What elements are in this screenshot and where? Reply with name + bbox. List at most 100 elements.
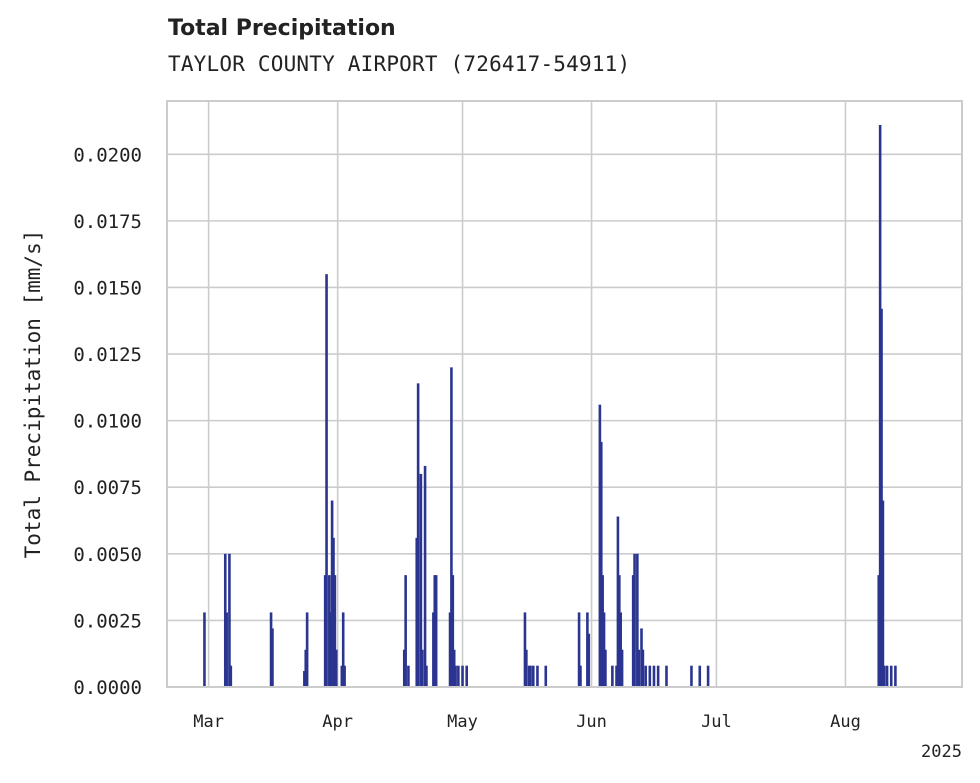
precipitation-bar xyxy=(644,665,647,687)
precipitation-bar xyxy=(531,665,535,687)
y-tick-label: 0.0150 xyxy=(73,277,142,299)
plot-frame xyxy=(166,100,963,688)
precipitation-bar xyxy=(271,628,274,687)
x-tick-label: May xyxy=(447,712,478,732)
precipitation-bar xyxy=(332,537,335,687)
precipitation-bar xyxy=(407,665,410,687)
precipitation-bar xyxy=(665,665,668,687)
precipitation-bar xyxy=(619,612,622,687)
precipitation-bar xyxy=(416,383,420,687)
precipitation-bar xyxy=(452,649,456,687)
x-tick-label: Apr xyxy=(322,712,353,732)
precipitation-bar xyxy=(586,612,589,687)
precipitation-bar xyxy=(611,665,614,687)
precipitation-bar xyxy=(525,649,528,687)
precipitation-bar xyxy=(325,274,328,687)
precipitation-bar xyxy=(620,649,624,687)
precipitation-bar xyxy=(648,665,652,687)
precipitation-bar xyxy=(599,441,603,687)
y-tick-label: 0.0050 xyxy=(73,544,142,566)
precipitation-bar xyxy=(203,612,206,687)
precipitation-bar xyxy=(577,612,581,687)
y-tick-label: 0.0100 xyxy=(73,411,142,433)
precipitation-bar xyxy=(448,612,452,687)
x-tick-label: Jun xyxy=(576,712,607,732)
precipitation-bar xyxy=(457,665,460,687)
y-tick-label: 0.0075 xyxy=(73,477,142,499)
precipitation-bar xyxy=(333,575,337,687)
precipitation-bar xyxy=(633,553,636,687)
precipitation-bar xyxy=(598,404,602,687)
precipitation-bar xyxy=(341,612,345,687)
precipitation-bar xyxy=(228,553,231,687)
y-tick-label: 0.0025 xyxy=(73,610,142,632)
x-tick-label: Aug xyxy=(830,712,861,732)
precipitation-bar xyxy=(343,665,346,687)
precipitation-bar xyxy=(640,628,643,687)
precipitation-bar xyxy=(529,665,532,687)
grid-lines xyxy=(167,101,962,688)
precipitation-bar xyxy=(461,665,464,687)
precipitation-bar xyxy=(536,665,539,687)
precipitation-bar xyxy=(641,649,645,687)
precipitation-bar xyxy=(618,575,621,687)
precipitation-bar xyxy=(303,671,306,687)
precipitation-bar xyxy=(880,308,883,687)
precipitation-bar xyxy=(433,575,437,687)
precipitation-bar xyxy=(334,649,338,687)
y-axis-title: Total Precipitation [mm/s] xyxy=(21,230,45,559)
precipitation-bar xyxy=(305,612,309,687)
precipitation-bar xyxy=(304,649,308,687)
precipitation-bar xyxy=(223,553,227,687)
y-tick-label: 0.0200 xyxy=(73,144,142,166)
precipitation-bar xyxy=(269,612,273,687)
precipitation-bar xyxy=(404,575,407,687)
precipitation-bar xyxy=(432,612,435,687)
precipitation-bar xyxy=(631,575,635,687)
precipitation-bar xyxy=(698,665,702,687)
precipitation-bar xyxy=(894,665,897,687)
precipitation-bar xyxy=(340,665,344,687)
x-tick-label: Mar xyxy=(193,712,224,732)
precipitation-bar xyxy=(329,612,333,687)
precipitation-bar xyxy=(419,473,423,687)
precipitation-bar xyxy=(878,124,882,688)
precipitation-bar xyxy=(587,633,591,687)
precipitation-bar xyxy=(652,665,656,687)
precipitation-bar xyxy=(425,665,428,687)
precipitation-bar xyxy=(420,649,424,687)
precipitation-bar xyxy=(579,665,582,687)
y-axis-ticks: 0.0000 0.0025 0.0050 0.0075 0.0100 0.0125 0.01… xyxy=(73,144,142,699)
precipitation-bar xyxy=(889,665,893,687)
y-tick-label: 0.0000 xyxy=(73,677,142,699)
precipitation-bar xyxy=(527,665,531,687)
precipitation-bar xyxy=(706,665,710,687)
precipitation-bar xyxy=(523,612,527,687)
precipitation-bar xyxy=(602,612,606,687)
bars xyxy=(203,124,897,688)
chart-subtitle: TAYLOR COUNTY AIRPORT (726417-54911) xyxy=(168,52,631,76)
chart-title: Total Precipitation xyxy=(168,16,396,41)
precipitation-bar xyxy=(423,465,427,687)
precipitation-bar xyxy=(225,612,228,687)
precipitation-bar xyxy=(330,500,334,687)
precipitation-bar xyxy=(885,665,889,687)
precipitation-bar xyxy=(229,665,233,687)
precipitation-bar xyxy=(451,575,455,687)
x-axis-ticks: Mar Apr May Jun Jul Aug xyxy=(193,712,861,732)
precipitation-bar xyxy=(544,665,548,687)
precipitation-bar xyxy=(328,575,331,687)
precipitation-bar xyxy=(881,500,885,687)
precipitation-bar xyxy=(465,665,468,687)
precipitation-bar xyxy=(637,649,641,687)
precipitation-bar xyxy=(454,665,457,687)
precipitation-bar xyxy=(883,665,886,687)
precipitation-bar xyxy=(656,665,660,687)
precipitation-bar xyxy=(615,665,618,687)
precipitation-bar xyxy=(415,537,419,687)
y-tick-label: 0.0175 xyxy=(73,211,142,233)
x-axis-year-label: 2025 xyxy=(921,742,962,762)
precipitation-bar xyxy=(877,575,881,687)
precipitation-bar xyxy=(604,649,607,687)
